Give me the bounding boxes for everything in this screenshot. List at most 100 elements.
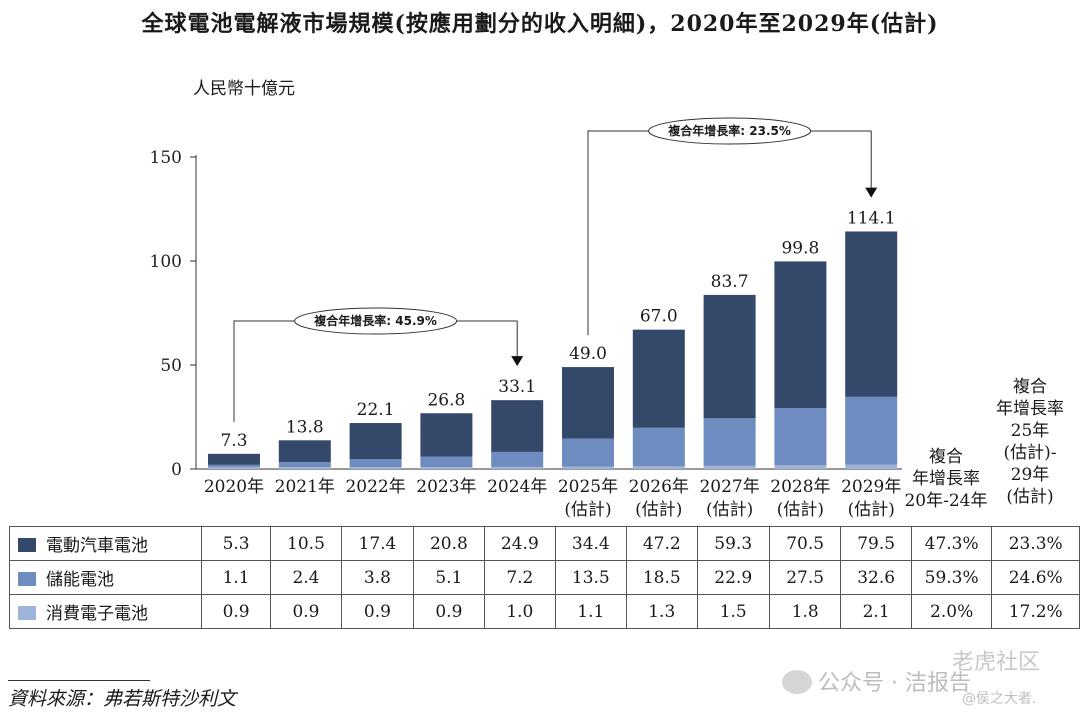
value-cell: 2.4: [269, 560, 343, 595]
cagr-header-line: 複合: [1013, 377, 1047, 397]
bar-segment-consumer: [845, 464, 898, 469]
cagr-cell: 59.3%: [910, 560, 993, 595]
bar-total-label: 22.1: [357, 400, 395, 420]
series-name: 消費電子電池: [46, 604, 148, 624]
bar-segment-storage: [491, 451, 544, 467]
bar-segment-ev: [208, 453, 260, 465]
table-row: 消費電子電池 0.9 0.9 0.9 0.9 1.0 1.1 1.3 1.5 1.8 2.1 2.0%…: [8, 594, 1080, 629]
series-name: 電動汽車電池: [46, 536, 148, 556]
cagr-header-line: (估計): [1006, 487, 1054, 507]
value-cell: 10.5: [269, 526, 343, 561]
x-tick-label: (估計): [777, 500, 824, 520]
bar-segment-consumer: [774, 465, 827, 469]
bar-total-label: 83.7: [711, 272, 749, 292]
x-tick-label: (估計): [635, 500, 682, 520]
series-name: 儲能電池: [46, 570, 114, 590]
value-cell: 0.9: [269, 594, 343, 629]
x-tick-label: (估計): [564, 500, 611, 520]
value-cell: 1.1: [554, 594, 628, 629]
cagr-header-line: 複合: [929, 447, 963, 467]
value-cell: 24.9: [484, 526, 556, 561]
chart-title: 全球電池電解液市場規模(按應用劃分的收入明細)，2020年至2029年(估計): [141, 11, 939, 37]
cagr-bubble: [648, 117, 812, 145]
legend-swatch: [18, 572, 36, 586]
bar-segment-ev: [349, 423, 402, 460]
value-cell: 5.3: [201, 526, 271, 561]
x-tick-label: (估計): [848, 500, 895, 520]
y-tick-label: 0: [171, 460, 182, 480]
bar-segment-storage: [420, 456, 473, 468]
bar-segment-storage: [703, 418, 756, 466]
bar-segment-storage: [632, 427, 685, 467]
x-tick-label: 2026年: [629, 477, 689, 497]
table-row: 儲能電池 1.1 2.4 3.8 5.1 7.2 13.5 18.5 22.9 27.5 32.6 5…: [8, 560, 1080, 595]
cagr-annotation-label: 複合年增長率: 23.5%: [667, 123, 791, 138]
x-tick-label: 2024年: [487, 477, 547, 497]
bar-segment-consumer: [278, 467, 331, 469]
cagr-annotation-label: 複合年增長率: 45.9%: [313, 313, 437, 328]
value-cell: 13.5: [554, 560, 628, 595]
x-tick-label: 2023年: [416, 477, 476, 497]
bar-segment-ev: [491, 400, 544, 452]
table-row: 電動汽車電池 5.3 10.5 17.4 20.8 24.9 34.4 47.2 59.3 70.…: [8, 526, 1080, 561]
bar-segment-ev: [845, 231, 898, 397]
series-label: 電動汽車電池: [8, 526, 203, 561]
y-tick-label: 150: [150, 148, 182, 168]
bar-total-label: 13.8: [286, 417, 324, 437]
x-tick-label: 2029年: [841, 477, 901, 497]
value-cell: 18.5: [626, 560, 698, 595]
source-note: 資料來源：弗若斯特沙利文: [8, 688, 237, 710]
cagr-cell: 47.3%: [910, 526, 993, 561]
x-tick-label: 2027年: [699, 477, 759, 497]
value-cell: 5.1: [412, 560, 486, 595]
bar-total-label: 26.8: [427, 390, 465, 410]
bar-segment-ev: [703, 294, 756, 419]
bar-segment-storage: [774, 408, 827, 466]
value-cell: 1.0: [484, 594, 556, 629]
bar-segment-ev: [562, 367, 614, 439]
x-tick-label: 2022年: [345, 477, 405, 497]
value-cell: 1.3: [626, 594, 698, 629]
bar-segment-storage: [562, 438, 614, 467]
cagr-cell: 17.2%: [991, 594, 1080, 629]
watermark-text: 公众号 · 洁报告: [818, 671, 971, 696]
value-cell: 59.3: [696, 526, 770, 561]
bar-segment-storage: [845, 396, 898, 465]
bar-segment-consumer: [703, 465, 756, 469]
bar-segment-ev: [774, 261, 827, 409]
cagr-header-line: (估計)-: [1003, 443, 1057, 463]
bar-segment-ev: [632, 329, 685, 428]
y-tick-label: 50: [160, 356, 182, 376]
bar-segment-storage: [208, 464, 260, 468]
cagr-cell: 23.3%: [991, 526, 1080, 561]
unit-label: 人民幣十億元: [193, 79, 295, 99]
cagr-header-line: 年增長率: [996, 399, 1064, 419]
x-tick-label: (估計): [706, 500, 753, 520]
bar-segment-ev: [420, 413, 473, 457]
bar-segment-consumer: [349, 467, 402, 469]
bar-segment-consumer: [491, 466, 544, 469]
value-cell: 0.9: [201, 594, 271, 629]
bar-segment-consumer: [562, 466, 614, 469]
watermark-community: 老虎社区: [952, 650, 1041, 675]
value-cell: 1.5: [696, 594, 770, 629]
cagr-header-2020-2024: 複合 年增長率 20年-24年: [896, 446, 996, 512]
bar-chart: 0 50 100 150 7.3 2020年 13.8 2021年 22.1 2022年 26.8 2…: [150, 117, 902, 520]
cagr-header-line: 20年-24年: [904, 491, 988, 511]
value-cell: 2.1: [840, 594, 912, 629]
bar-segment-storage: [278, 462, 331, 468]
series-label: 儲能電池: [8, 560, 203, 595]
bar-segment-storage: [349, 459, 402, 468]
value-cell: 32.6: [840, 560, 912, 595]
bar-segment-consumer: [632, 466, 685, 469]
bar-total-label: 33.1: [498, 377, 536, 397]
bar-segment-ev: [278, 440, 331, 463]
source-divider: [8, 680, 150, 681]
x-tick-label: 2020年: [204, 477, 264, 497]
value-cell: 27.5: [768, 560, 842, 595]
cagr-header-2025-2029: 複合 年增長率 25年 (估計)- 29年 (估計): [985, 376, 1075, 508]
value-cell: 70.5: [768, 526, 842, 561]
bar-total-label: 7.3: [220, 431, 247, 451]
value-cell: 17.4: [341, 526, 414, 561]
legend-swatch: [18, 538, 36, 552]
